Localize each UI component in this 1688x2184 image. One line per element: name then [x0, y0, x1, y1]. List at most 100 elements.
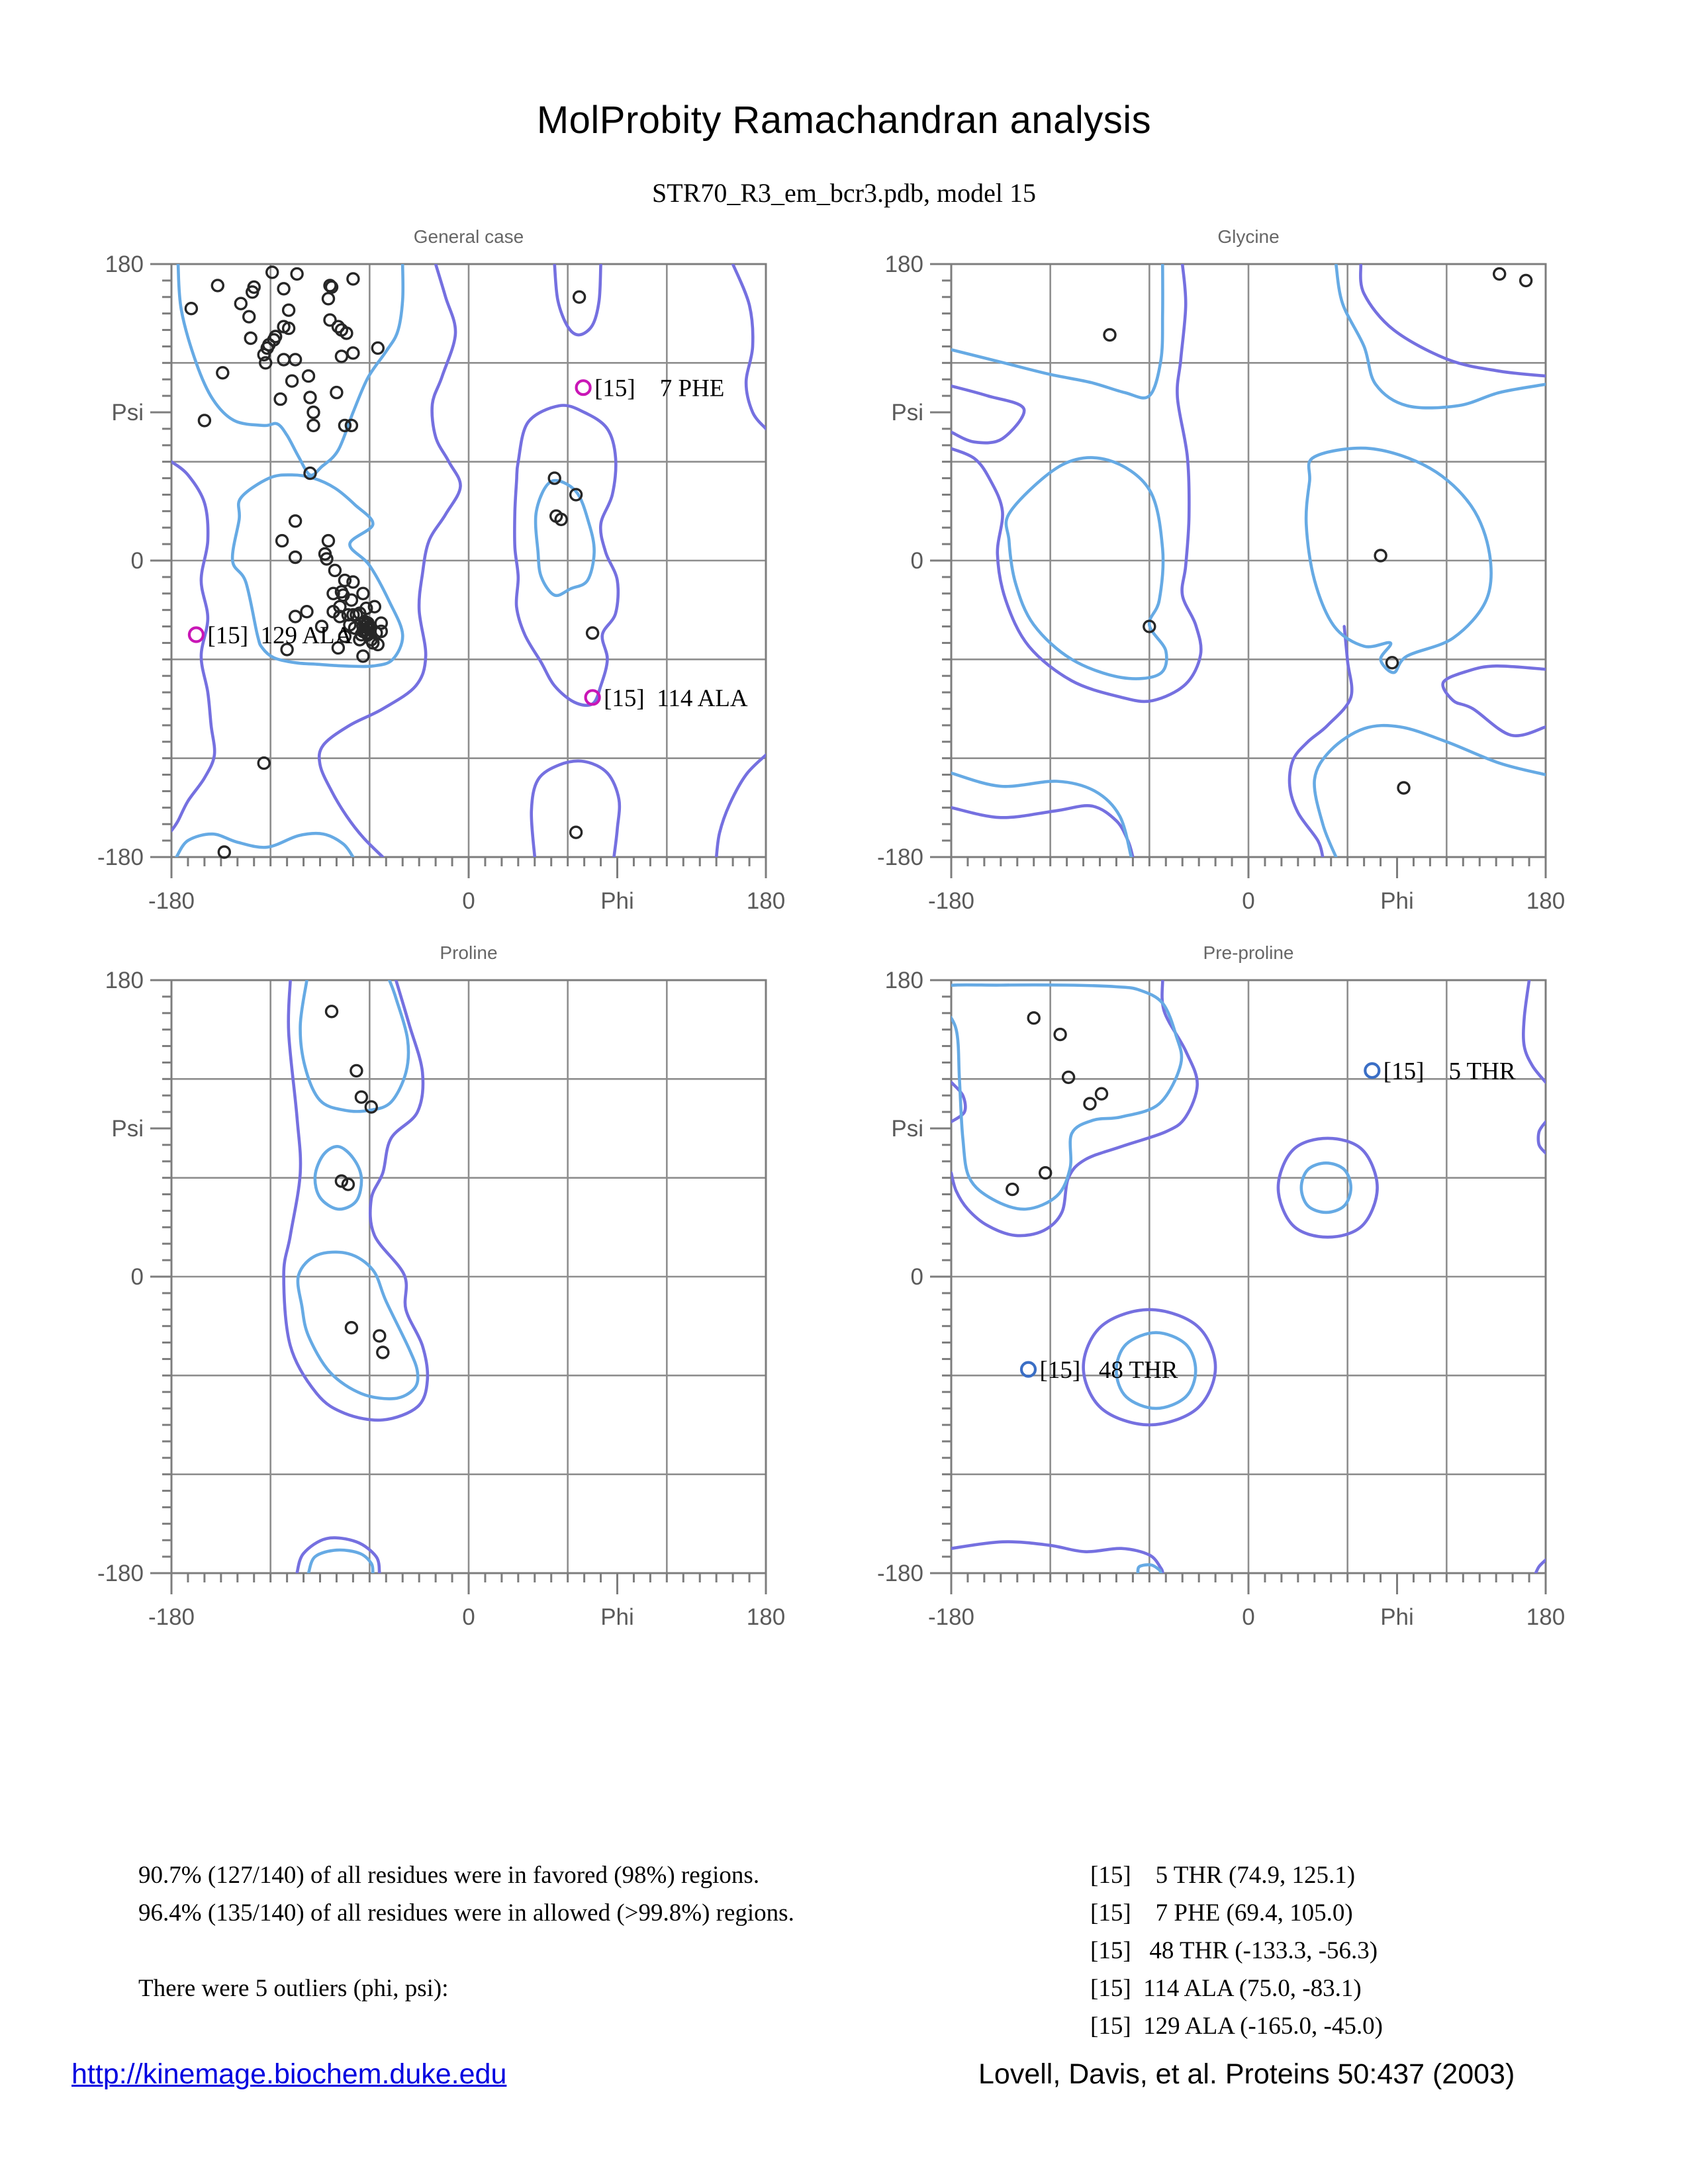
outlier-list-item: [15] 129 ALA (-165.0, -45.0) — [1090, 2013, 1383, 2040]
data-point — [1094, 1087, 1109, 1101]
data-point — [268, 330, 283, 343]
favored-contour — [1004, 456, 1168, 680]
x-tick-label: -180 — [928, 1604, 974, 1630]
plot-canvas-glycine: 180 Psi 0 -180-180 0 Phi 180 — [877, 251, 1565, 914]
allowed-contour — [1441, 664, 1546, 737]
favored-contour — [1299, 1161, 1353, 1214]
y-tick-label: 0 — [131, 1264, 144, 1290]
data-point — [265, 265, 279, 279]
outlier-label: [15] 114 ALA — [604, 685, 748, 712]
x-tick-label: Phi — [600, 1604, 634, 1630]
x-tick-label: 0 — [1242, 888, 1254, 914]
allowed-contour — [513, 404, 620, 707]
data-point — [344, 418, 359, 433]
allowed-contour — [1534, 1558, 1546, 1573]
plot-canvas-preproline: 180 Psi 0 -180-180 0 Phi 180 [15] 5 THR [15] 48 … — [877, 968, 1565, 1630]
data-point — [356, 649, 370, 663]
data-point — [356, 586, 370, 600]
data-point — [217, 845, 232, 859]
data-point — [367, 600, 381, 614]
plot-title-preproline: Pre-proline — [1203, 942, 1294, 963]
allowed-contour — [295, 1536, 381, 1573]
outlier-label: [15] 7 PHE — [594, 375, 724, 402]
data-point — [242, 310, 256, 324]
allowed-contour — [1276, 1136, 1379, 1239]
favored-contour — [1136, 1563, 1163, 1573]
data-point — [258, 356, 273, 370]
data-point — [260, 341, 274, 355]
data-point — [371, 637, 385, 652]
data-point — [569, 825, 583, 839]
favored-contour — [176, 264, 405, 477]
data-point — [346, 272, 360, 286]
y-tick-label: Psi — [111, 400, 144, 426]
data-point — [1038, 1166, 1053, 1180]
data-point — [275, 533, 289, 548]
data-point — [371, 341, 385, 355]
outlier-point — [1364, 1062, 1381, 1079]
y-tick-label: 0 — [911, 548, 923, 574]
summary-outliers-heading: There were 5 outliers (phi, psi): — [138, 1975, 449, 2002]
data-point — [572, 290, 586, 304]
outlier-point — [187, 626, 205, 643]
data-point — [324, 280, 339, 294]
favored-contour — [306, 1548, 375, 1573]
data-point — [306, 405, 320, 420]
allowed-contour — [1536, 1120, 1546, 1155]
page-title: MolProbity Ramachandran analysis — [536, 99, 1152, 142]
favored-contour — [951, 771, 1133, 857]
allowed-contour — [1288, 625, 1354, 857]
outlier-label: [15] 129 ALA — [207, 622, 352, 649]
data-point — [277, 282, 291, 296]
data-point — [288, 550, 303, 565]
outlier-label: [15] 5 THR — [1383, 1058, 1516, 1085]
x-tick-label: Phi — [600, 888, 634, 914]
kinemage-link[interactable]: http://kinemage.biochem.duke.edu — [71, 2058, 507, 2090]
data-point — [321, 292, 336, 306]
data-point — [290, 267, 304, 281]
x-tick-label: Phi — [1380, 888, 1414, 914]
allowed-contour — [1522, 980, 1546, 1084]
x-tick-label: -180 — [928, 888, 974, 914]
data-point — [330, 385, 344, 400]
data-point — [1374, 549, 1387, 563]
y-tick-label: 180 — [885, 251, 923, 277]
favored-contour — [1334, 264, 1546, 410]
data-point — [585, 626, 600, 640]
favored-contour — [296, 1250, 420, 1400]
favored-contour — [1304, 446, 1493, 674]
allowed-contour — [951, 1081, 967, 1124]
allowed-contour — [317, 264, 462, 857]
data-point — [1103, 328, 1117, 342]
data-point — [569, 488, 583, 502]
data-point — [359, 602, 373, 615]
outlier-list-item: [15] 5 THR (74.9, 125.1) — [1090, 1862, 1356, 1889]
y-tick-label: Psi — [891, 400, 923, 426]
data-point — [350, 1064, 363, 1078]
data-point — [288, 514, 303, 528]
favored-contour — [299, 980, 410, 1113]
allowed-contour — [171, 460, 216, 833]
data-point — [1006, 1182, 1019, 1197]
favored-contour — [1313, 723, 1546, 857]
data-point — [281, 303, 296, 317]
data-point — [184, 301, 199, 316]
outlier-label: [15] 48 THR — [1040, 1357, 1178, 1384]
data-point — [301, 369, 316, 383]
data-point — [234, 296, 248, 310]
plot-title-general: General case — [413, 226, 524, 247]
data-point — [288, 610, 303, 623]
x-tick-label: -180 — [148, 888, 195, 914]
summary-allowed: 96.4% (135/140) of all residues were in … — [138, 1899, 794, 1927]
data-point — [216, 366, 230, 380]
data-point — [334, 349, 349, 363]
data-point — [303, 390, 317, 404]
allowed-contour — [553, 264, 602, 337]
data-point — [323, 313, 337, 327]
x-tick-label: Phi — [1380, 1604, 1414, 1630]
favored-contour — [175, 831, 355, 857]
data-point — [331, 641, 346, 655]
data-point — [285, 374, 299, 388]
x-tick-label: -180 — [148, 1604, 195, 1630]
y-tick-label: -180 — [97, 844, 144, 870]
